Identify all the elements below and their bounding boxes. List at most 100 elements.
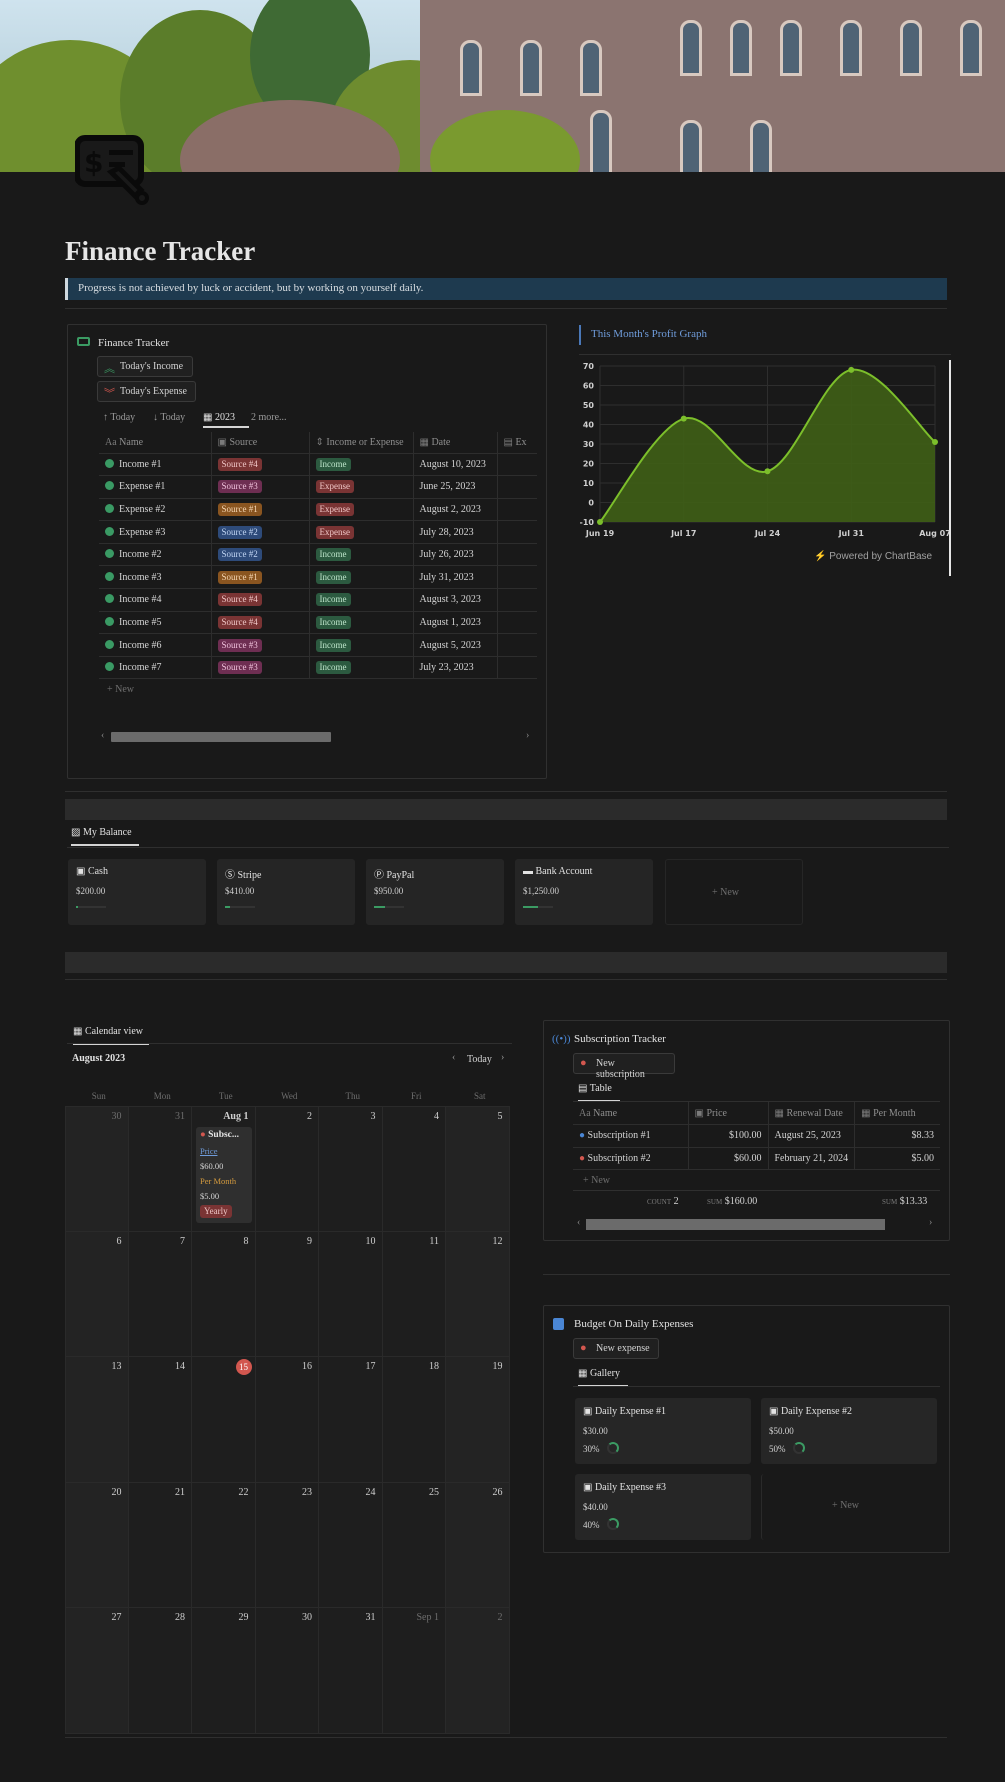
calendar-day[interactable]: 15 bbox=[192, 1357, 256, 1483]
row-source[interactable]: Source #2 bbox=[210, 543, 309, 567]
row-date[interactable]: July 23, 2023 bbox=[412, 656, 497, 680]
row-extra[interactable] bbox=[496, 475, 537, 499]
col-ex[interactable]: ▤ Ex bbox=[496, 432, 537, 454]
row-name[interactable]: Expense #1 bbox=[99, 475, 211, 499]
col-sub-name[interactable]: Aa Name bbox=[573, 1102, 688, 1125]
tab-sort-today-2[interactable]: ↓ Today bbox=[153, 412, 186, 423]
calendar-day[interactable]: Sep 1 bbox=[382, 1608, 446, 1734]
row-source[interactable]: Source #1 bbox=[210, 565, 309, 590]
calendar-day[interactable]: 28 bbox=[128, 1608, 192, 1734]
row-name[interactable]: Income #6 bbox=[99, 633, 211, 657]
tab-table[interactable]: ▤ Table bbox=[578, 1083, 620, 1102]
table-row[interactable]: Income #3 Source #1 Income July 31, 2023 bbox=[99, 565, 537, 590]
calendar-day[interactable]: 4 bbox=[382, 1106, 446, 1232]
balance-card[interactable]: ▣ Cash $200.00 bbox=[68, 859, 206, 925]
calendar-day[interactable]: 16 bbox=[255, 1357, 319, 1483]
budget-new-card[interactable]: + New bbox=[761, 1474, 937, 1540]
budget-card[interactable]: ▣ Daily Expense #2 $50.00 50% bbox=[761, 1398, 937, 1464]
calendar-day[interactable]: 23 bbox=[255, 1482, 319, 1608]
calendar-day[interactable]: 2 bbox=[446, 1608, 510, 1734]
row-source[interactable]: Source #2 bbox=[210, 520, 309, 544]
row-extra[interactable] bbox=[496, 565, 537, 590]
budget-card[interactable]: ▣ Daily Expense #3 $40.00 40% bbox=[575, 1474, 751, 1540]
add-new-subscription[interactable]: + New bbox=[583, 1175, 611, 1186]
table-row[interactable]: Income #2 Source #2 Income July 26, 2023 bbox=[99, 543, 537, 567]
horizontal-scrollbar[interactable]: ‹ › bbox=[99, 730, 537, 742]
calendar-day[interactable]: 17 bbox=[319, 1357, 383, 1483]
row-date[interactable]: June 25, 2023 bbox=[412, 475, 497, 499]
table-row[interactable]: Expense #3 Source #2 Expense July 28, 2023 bbox=[99, 520, 537, 544]
calendar-day[interactable]: 31 bbox=[319, 1608, 383, 1734]
calendar-day[interactable]: 27 bbox=[65, 1608, 129, 1734]
row-name[interactable]: Income #5 bbox=[99, 611, 211, 635]
calendar-day[interactable]: 30 bbox=[255, 1608, 319, 1734]
col-per-month[interactable]: ▦ Per Month bbox=[854, 1102, 940, 1125]
row-extra[interactable] bbox=[496, 633, 537, 657]
col-price[interactable]: ▣ Price bbox=[687, 1102, 768, 1125]
table-row[interactable]: Expense #2 Source #1 Expense August 2, 2023 bbox=[99, 498, 537, 522]
calendar-day[interactable]: 21 bbox=[128, 1482, 192, 1608]
tab-gallery[interactable]: ▦ Gallery bbox=[578, 1368, 628, 1387]
row-type[interactable]: Expense bbox=[308, 520, 413, 544]
row-type[interactable]: Income bbox=[308, 656, 413, 680]
row-source[interactable]: Source #3 bbox=[210, 633, 309, 657]
row-type[interactable]: Income bbox=[308, 453, 413, 477]
row-date[interactable]: July 26, 2023 bbox=[412, 543, 497, 567]
tab-my-balance[interactable]: ▨ My Balance bbox=[71, 827, 139, 846]
row-extra[interactable] bbox=[496, 588, 537, 612]
tab-more[interactable]: 2 more... bbox=[251, 412, 287, 423]
balance-card[interactable]: ▬ Bank Account $1,250.00 bbox=[515, 859, 653, 925]
calendar-day[interactable]: 9 bbox=[255, 1231, 319, 1357]
table-row[interactable]: Income #7 Source #3 Income July 23, 2023 bbox=[99, 656, 537, 680]
row-source[interactable]: Source #4 bbox=[210, 611, 309, 635]
calendar-day[interactable]: 12 bbox=[446, 1231, 510, 1357]
row-date[interactable]: August 5, 2023 bbox=[412, 633, 497, 657]
calendar-day[interactable]: 6 bbox=[65, 1231, 129, 1357]
table-row[interactable]: Income #1 Source #4 Income August 10, 2023 bbox=[99, 453, 537, 477]
row-type[interactable]: Income bbox=[308, 633, 413, 657]
calendar-day[interactable]: 7 bbox=[128, 1231, 192, 1357]
table-row[interactable]: ● Subscription #2 $60.00 February 21, 20… bbox=[573, 1147, 940, 1170]
todays-income-button[interactable]: ︽ Today's Income bbox=[97, 356, 193, 377]
calendar-day[interactable]: 3 bbox=[319, 1106, 383, 1232]
table-row[interactable]: Income #4 Source #4 Income August 3, 2023 bbox=[99, 588, 537, 612]
calendar-day[interactable]: 14 bbox=[128, 1357, 192, 1483]
table-row[interactable]: Income #6 Source #3 Income August 5, 2023 bbox=[99, 633, 537, 657]
scroll-left-icon[interactable]: ‹ bbox=[101, 730, 105, 741]
row-name[interactable]: Income #3 bbox=[99, 565, 211, 590]
balance-card[interactable]: Ⓟ PayPal $950.00 bbox=[366, 859, 504, 925]
tab-calendar-view[interactable]: ▦ Calendar view bbox=[73, 1026, 149, 1045]
row-date[interactable]: July 28, 2023 bbox=[412, 520, 497, 544]
row-type[interactable]: Income bbox=[308, 565, 413, 590]
calendar-day[interactable]: 13 bbox=[65, 1357, 129, 1483]
calendar-event[interactable]: ● Subsc... Price $60.00 Per Month $5.00 Yearl… bbox=[196, 1127, 252, 1223]
row-source[interactable]: Source #3 bbox=[210, 656, 309, 680]
row-name[interactable]: Expense #3 bbox=[99, 520, 211, 544]
tab-year[interactable]: ▦ 2023 bbox=[203, 412, 249, 428]
col-source[interactable]: ▣ Source bbox=[210, 432, 309, 454]
row-name[interactable]: Expense #2 bbox=[99, 498, 211, 522]
table-row[interactable]: Income #5 Source #4 Income August 1, 2023 bbox=[99, 611, 537, 635]
col-name[interactable]: Aa Name bbox=[99, 432, 211, 454]
row-date[interactable]: July 31, 2023 bbox=[412, 565, 497, 590]
balance-card[interactable]: Ⓢ Stripe $410.00 bbox=[217, 859, 355, 925]
table-row[interactable]: ● Subscription #1 $100.00 August 25, 202… bbox=[573, 1124, 940, 1148]
row-extra[interactable] bbox=[496, 543, 537, 567]
todays-expense-button[interactable]: ︾ Today's Expense bbox=[97, 381, 196, 402]
budget-card[interactable]: ▣ Daily Expense #1 $30.00 30% bbox=[575, 1398, 751, 1464]
calendar-day[interactable]: 29 bbox=[192, 1608, 256, 1734]
balance-new-card[interactable]: + New bbox=[665, 859, 803, 925]
row-date[interactable]: August 1, 2023 bbox=[412, 611, 497, 635]
subscription-scrollbar[interactable]: ‹ › bbox=[577, 1217, 933, 1230]
calendar-day[interactable]: 19 bbox=[446, 1357, 510, 1483]
calendar-day[interactable]: 8 bbox=[192, 1231, 256, 1357]
calendar-day[interactable]: 2 bbox=[255, 1106, 319, 1232]
col-renewal[interactable]: ▦ Renewal Date bbox=[767, 1102, 855, 1125]
prev-month-icon[interactable]: ‹ bbox=[452, 1052, 456, 1063]
calendar-day[interactable]: 18 bbox=[382, 1357, 446, 1483]
calendar-day[interactable]: Aug 1 ● Subsc... Price $60.00 Per Month $5.00… bbox=[192, 1106, 256, 1232]
next-month-icon[interactable]: › bbox=[501, 1052, 505, 1063]
row-type[interactable]: Expense bbox=[308, 475, 413, 499]
row-date[interactable]: August 2, 2023 bbox=[412, 498, 497, 522]
calendar-day[interactable]: 31 bbox=[128, 1106, 192, 1232]
